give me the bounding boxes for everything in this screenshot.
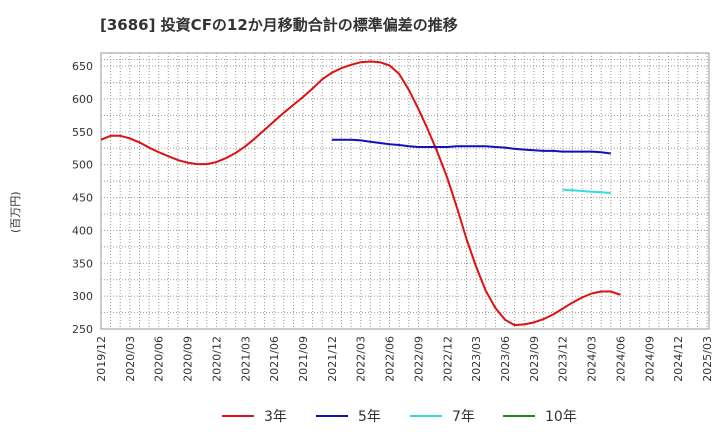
y-tick-label: 300 — [72, 290, 93, 303]
x-tick-label: 2023/06 — [499, 336, 512, 382]
legend: 3年 5年 7年 10年 — [0, 404, 720, 428]
x-tick-label: 2020/12 — [210, 336, 223, 382]
x-tick-label: 2020/03 — [124, 336, 137, 382]
x-tick-label: 2019/12 — [95, 336, 108, 382]
x-tick-label: 2023/03 — [470, 336, 483, 382]
x-tick-label: 2024/12 — [672, 336, 685, 382]
y-tick-label: 600 — [72, 93, 93, 106]
x-tick-label: 2021/12 — [326, 336, 339, 382]
x-tick-label: 2022/09 — [412, 336, 425, 382]
x-tick-label: 2022/03 — [355, 336, 368, 382]
x-tick-label: 2021/03 — [239, 336, 252, 382]
y-tick-label: 350 — [72, 257, 93, 270]
x-tick-labels: 2019/12 2020/03 2020/06 2020/09 2020/12 2021/… — [95, 336, 714, 382]
legend-item: 3年 — [222, 404, 287, 428]
series-lines — [100, 60, 621, 327]
y-tick-label: 400 — [72, 224, 93, 237]
chart-title: [3686] 投資CFの12か月移動合計の標準偏差の推移 — [100, 16, 458, 34]
x-tick-label: 2023/09 — [528, 336, 541, 382]
grid — [100, 53, 709, 330]
legend-label: 7年 — [452, 409, 475, 425]
legend-label: 5年 — [358, 409, 381, 425]
legend-item: 10年 — [503, 404, 577, 428]
y-tick-label: 650 — [72, 60, 93, 73]
x-tick-label: 2025/03 — [701, 336, 714, 382]
series-line-7年 — [562, 188, 611, 194]
legend-item: 5年 — [316, 404, 381, 428]
x-tick-label: 2021/09 — [297, 336, 310, 382]
x-tick-label: 2022/06 — [384, 336, 397, 382]
legend-swatch — [316, 415, 348, 417]
x-tick-label: 2020/09 — [182, 336, 195, 382]
plot-area — [100, 52, 710, 330]
legend-swatch — [410, 415, 442, 417]
legend-label: 3年 — [264, 409, 287, 425]
x-tick-label: 2024/06 — [614, 336, 627, 382]
x-tick-label: 2022/12 — [441, 336, 454, 382]
series-line-3年 — [100, 60, 621, 327]
x-tick-label: 2023/12 — [557, 336, 570, 382]
legend-label: 10年 — [545, 409, 577, 425]
legend-swatch — [222, 415, 254, 417]
y-tick-label: 550 — [72, 126, 93, 139]
y-tick-label: 250 — [72, 323, 93, 336]
y-tick-labels: 250 300 350 400 450 500 550 600 650 — [72, 60, 93, 336]
x-tick-label: 2024/09 — [643, 336, 656, 382]
series-line-5年 — [331, 138, 611, 155]
x-tick-label: 2024/03 — [586, 336, 599, 382]
x-tick-label: 2021/06 — [268, 336, 281, 382]
legend-item: 7年 — [410, 404, 475, 428]
y-tick-label: 450 — [72, 192, 93, 205]
y-tick-label: 500 — [72, 159, 93, 172]
legend-swatch — [503, 415, 535, 417]
x-tick-label: 2020/06 — [153, 336, 166, 382]
